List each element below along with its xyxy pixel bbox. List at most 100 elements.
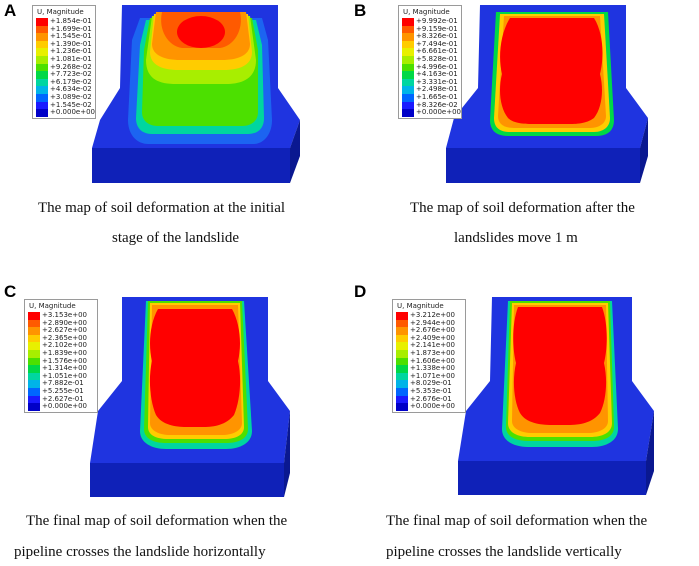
legend-entry: +2.676e-01 [396,395,476,404]
slab-front [92,148,290,183]
legend-entry: +9.992e-01 [402,17,482,26]
legend-value: +1.390e-01 [50,39,92,48]
legend-swatch [28,372,40,381]
legend-value: +1.699e-01 [50,24,92,33]
legend-entry: +6.179e-02 [36,78,116,87]
legend-swatch [28,312,40,320]
legend-swatch [396,327,408,336]
legend-swatch [402,56,414,64]
legend-entry: +1.390e-01 [36,39,116,49]
legend-entry: +3.212e+00 [396,311,476,320]
legend-entry: +4.996e-01 [402,62,482,72]
legend-entry: +4.163e-01 [402,70,482,80]
legend-entry: +0.000e+00 [396,402,476,412]
legend-entry: +0.000e+00 [28,402,108,412]
legend-swatch [36,25,48,34]
legend-swatch [36,63,48,72]
legend-value: +9.268e-02 [50,62,92,71]
legend-swatch [396,403,408,412]
legend-swatch [28,357,40,366]
legend-swatch [28,403,40,412]
legend-swatch [28,334,40,343]
legend-value: +1.665e-01 [416,93,458,101]
legend-value: +7.494e-01 [416,39,458,48]
legend-value: +2.141e+00 [410,341,455,350]
legend-entry: +7.494e-01 [402,39,482,49]
legend-value: +1.338e+00 [410,364,455,373]
legend-swatch [396,372,408,381]
legend-value: +2.944e+00 [410,318,455,327]
legend-entry: +3.331e-01 [402,78,482,87]
legend-swatch [28,388,40,396]
legend-entry: +7.723e-02 [36,70,116,80]
legend-value: +6.661e-01 [416,47,458,56]
legend-entry: +1.071e+00 [396,371,476,381]
slab-side [290,120,300,183]
legend-swatch [396,365,408,374]
legend-value: +2.102e+00 [42,341,87,350]
legend-swatch [36,109,48,118]
legend-value: +5.353e-01 [410,387,452,395]
panel-d: D U, Magnitude +3.212e+00 +2.944e+00 +2.67… [350,282,699,566]
panel-a: A U, Magnitude +1.854e-01 +1.699e-01 +1.54… [0,0,349,283]
legend-entry: +1.545e-02 [36,101,116,110]
legend-swatch [36,101,48,110]
legend-value: +1.071e+00 [410,371,455,380]
legend-swatch [396,342,408,351]
legend-swatch [402,71,414,80]
legend-entry: +9.268e-02 [36,62,116,72]
legend-value: +2.676e+00 [410,326,455,335]
legend-swatch [36,33,48,42]
legend-value: +8.029e-01 [410,379,452,388]
slab-front [90,463,284,497]
legend-swatch [402,18,414,26]
legend-value: +1.236e-01 [50,47,92,56]
legend-value: +2.365e+00 [42,333,87,342]
legend-entry: +3.153e+00 [28,311,108,320]
legend-entry: +5.353e-01 [396,387,476,396]
legend-value: +4.996e-01 [416,62,458,71]
legend-swatch [396,357,408,366]
legend-value: +1.051e+00 [42,371,87,380]
legend-swatch [402,25,414,34]
legend-value: +1.576e+00 [42,356,87,365]
legend-value: +4.163e-01 [416,70,458,79]
deformation-model-c [90,297,290,497]
legend-value: +5.255e-01 [42,387,84,395]
legend-value: +0.000e+00 [50,108,95,117]
legend: U, Magnitude +1.854e-01 +1.699e-01 +1.545e… [32,5,96,119]
legend-entry: +2.676e+00 [396,326,476,336]
legend-entry: +4.634e-02 [36,85,116,95]
legend-entry: +2.141e+00 [396,341,476,351]
legend-value: +8.326e-02 [416,100,458,109]
legend-entry: +1.699e-01 [36,24,116,34]
slab-side [284,411,290,497]
caption-line-1: The final map of soil deformation when t… [26,513,288,529]
legend-swatch [396,319,408,328]
legend-title: U, Magnitude [403,8,450,16]
legend-swatch [402,101,414,110]
legend-value: +1.545e-01 [50,32,92,41]
legend-value: +2.627e-01 [42,394,84,403]
legend-swatch [36,94,48,102]
caption-line-2: pipeline crosses the landslide verticall… [386,544,622,560]
legend-entry: +1.839e+00 [28,349,108,358]
legend-title: U, Magnitude [29,302,76,310]
legend-entry: +1.606e+00 [396,356,476,366]
legend-value: +1.606e+00 [410,356,455,365]
legend-value: +1.839e+00 [42,349,87,357]
contour-red [149,309,241,427]
legend-entry: +5.255e-01 [28,387,108,396]
legend-entry: +5.828e-01 [402,55,482,64]
contour-red [513,307,607,425]
legend-swatch [402,86,414,95]
caption-line-1: The map of soil deformation at the initi… [38,200,286,216]
legend-swatch [396,380,408,389]
contour-red [177,16,225,48]
legend-swatch [28,342,40,351]
caption-line-1: The map of soil deformation after the [410,200,635,216]
caption-line-2: landslides move 1 m [454,230,578,246]
legend-entry: +1.873e+00 [396,349,476,358]
legend-entry: +8.326e-01 [402,32,482,42]
legend-entry: +2.409e+00 [396,334,476,343]
